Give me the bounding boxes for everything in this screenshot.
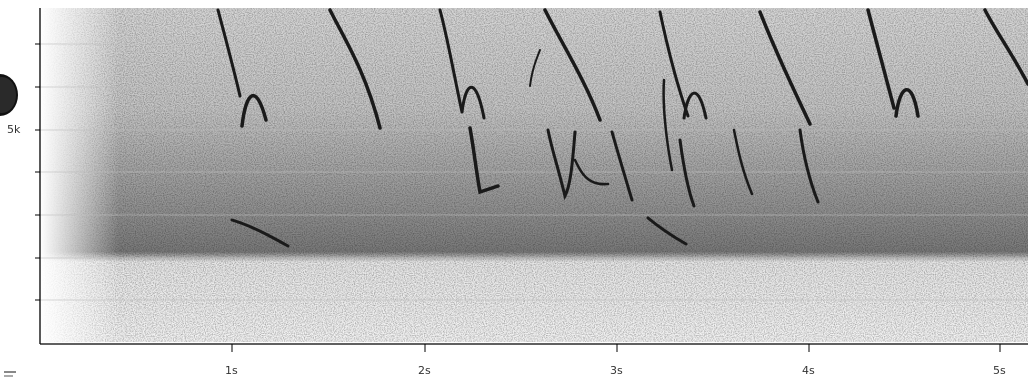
call-trace — [543, 8, 602, 122]
call-trace — [546, 128, 577, 201]
grid-lines — [40, 43, 1028, 301]
call-trace — [216, 8, 242, 98]
call-traces — [216, 8, 1028, 248]
call-trace — [646, 216, 688, 246]
x-axis-label-3s: 3s — [610, 364, 623, 377]
call-trace — [658, 10, 690, 118]
x-axis-label-1s: 1s — [225, 364, 238, 377]
call-trace — [732, 128, 754, 196]
call-trace — [758, 10, 812, 126]
menu-icon[interactable] — [3, 370, 19, 380]
call-trace — [468, 126, 500, 195]
y-axis-label-5k: 5k — [7, 123, 21, 136]
call-trace — [798, 128, 820, 204]
call-trace — [678, 138, 696, 208]
call-trace — [240, 94, 268, 128]
call-trace — [230, 218, 290, 248]
call-trace — [682, 91, 708, 120]
call-trace — [610, 130, 634, 202]
call-trace — [328, 8, 382, 130]
spectrogram-left-fade — [40, 8, 1028, 342]
call-trace — [460, 85, 486, 120]
call-trace — [983, 8, 1028, 86]
call-trace — [573, 158, 610, 186]
call-trace — [866, 8, 896, 110]
x-axis-label-2s: 2s — [418, 364, 431, 377]
x-ticks — [231, 344, 1001, 352]
y-ticks — [35, 43, 40, 301]
x-axis-label-5s: 5s — [993, 364, 1006, 377]
call-trace — [529, 49, 541, 87]
call-trace — [662, 78, 674, 172]
play-button-icon[interactable] — [0, 72, 22, 118]
call-trace — [894, 88, 920, 118]
x-axis-label-4s: 4s — [802, 364, 815, 377]
call-trace — [438, 8, 464, 114]
